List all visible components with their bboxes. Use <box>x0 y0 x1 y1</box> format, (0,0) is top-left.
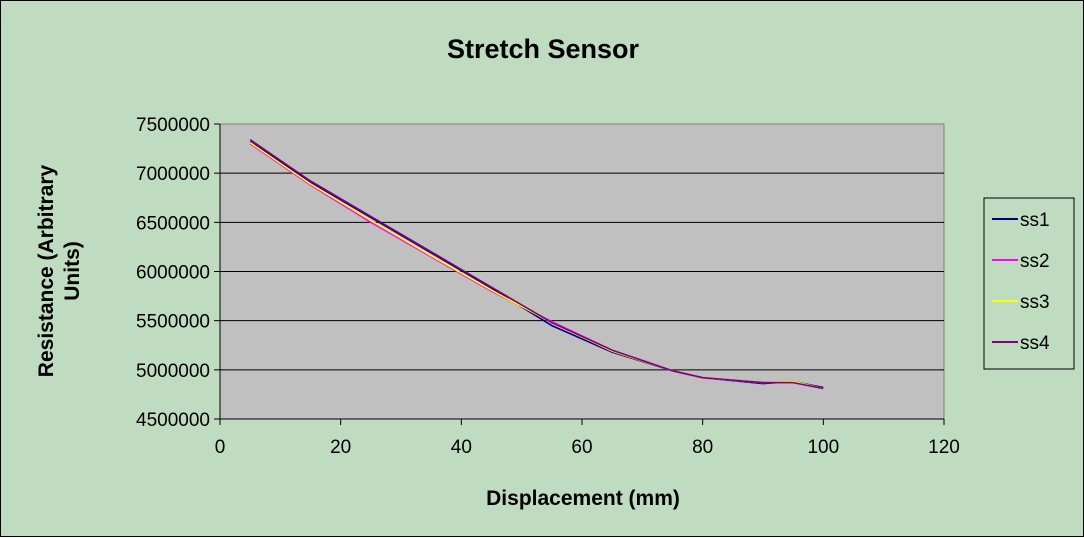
y-tick-label-4500000: 4500000 <box>136 410 210 431</box>
y-axis-title-line-2: Units) <box>61 241 84 301</box>
chart-title: Stretch Sensor <box>447 34 640 64</box>
legend-label-ss1: ss1 <box>1020 210 1050 231</box>
y-tick-label-7000000: 7000000 <box>136 164 210 185</box>
x-tick-label-80: 80 <box>692 437 713 458</box>
legend: ss1 ss2 ss3 ss4 <box>983 197 1075 370</box>
y-tick-label-5000000: 5000000 <box>136 361 210 382</box>
y-axis-title: Resistance (Arbitrary Units) <box>35 164 84 377</box>
x-tick-label-40: 40 <box>451 437 472 458</box>
y-tick-label-5500000: 5500000 <box>136 312 210 333</box>
x-axis-title: Displacement (mm) <box>486 487 680 510</box>
grid-lines <box>220 172 944 371</box>
x-tick-label-60: 60 <box>571 437 592 458</box>
y-tick-label-7500000: 7500000 <box>136 115 210 136</box>
legend-label-ss3: ss3 <box>1020 292 1050 313</box>
series-line-ss4 <box>249 139 824 390</box>
legend-label-ss4: ss4 <box>1020 333 1050 354</box>
legend-label-ss2: ss2 <box>1020 251 1050 272</box>
y-tick-label-6500000: 6500000 <box>136 213 210 234</box>
x-tick-label-20: 20 <box>330 437 351 458</box>
x-tick-label-100: 100 <box>807 437 839 458</box>
axes: 4500000 5000000 5500000 6000000 6500000 70000… <box>136 115 960 458</box>
y-tick-label-6000000: 6000000 <box>136 263 210 284</box>
x-tick-label-120: 120 <box>928 437 960 458</box>
legend-box <box>983 197 1075 370</box>
x-tick-label-0: 0 <box>215 437 226 458</box>
y-axis-title-line-1: Resistance (Arbitrary <box>35 164 58 377</box>
series-lines <box>249 139 824 390</box>
